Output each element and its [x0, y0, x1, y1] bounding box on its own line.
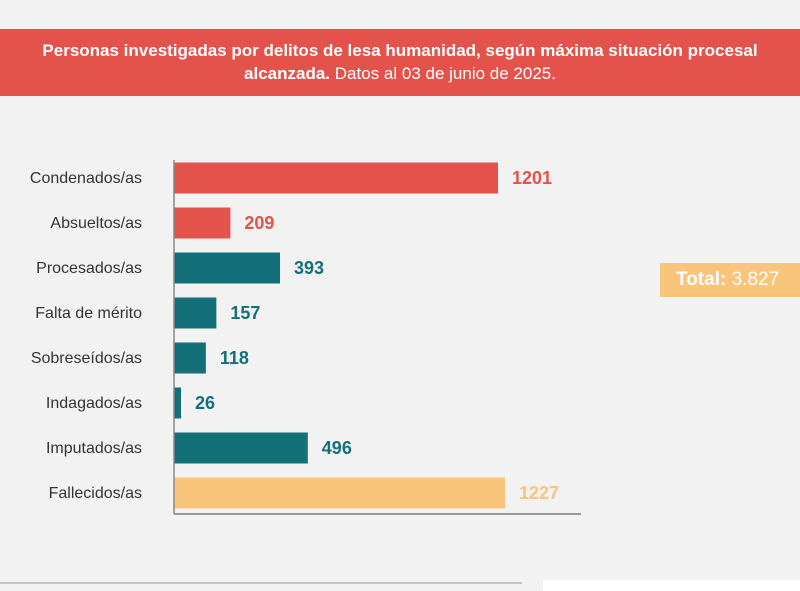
bar-4	[174, 342, 206, 374]
value-label: 1227	[519, 483, 559, 503]
bar-5	[174, 387, 182, 419]
category-label: Sobreseídos/as	[31, 350, 142, 367]
bar-6	[174, 432, 308, 464]
value-label: 26	[195, 393, 215, 413]
total-badge: Total: 3.827	[660, 263, 800, 297]
category-label: Procesados/as	[36, 260, 142, 277]
title-bold: Personas investigadas por delitos de les…	[42, 41, 758, 83]
category-label: Imputados/as	[46, 440, 142, 457]
total-value: 3.827	[731, 269, 780, 290]
bar-1	[174, 207, 231, 239]
value-label: 209	[244, 213, 274, 233]
value-label: 118	[220, 348, 249, 368]
value-label: 393	[294, 258, 324, 278]
bottom-panel	[543, 580, 800, 591]
value-label: 496	[322, 438, 352, 458]
category-label: Absueltos/as	[50, 215, 142, 232]
bar-2	[174, 252, 281, 284]
bar-7	[174, 477, 506, 509]
category-label: Indagados/as	[46, 395, 142, 412]
divider	[0, 582, 522, 584]
bar-0	[174, 162, 498, 194]
value-label: 157	[230, 303, 260, 323]
chart-title: Personas investigadas por delitos de les…	[0, 29, 800, 96]
title-date: Datos al 03 de junio de 2025.	[334, 64, 556, 83]
value-label: 1201	[512, 168, 552, 188]
bar-3	[174, 297, 217, 329]
category-label: Fallecidos/as	[49, 485, 142, 502]
category-label: Falta de mérito	[35, 305, 142, 322]
category-label: Condenados/as	[30, 170, 142, 187]
total-label: Total:	[676, 269, 727, 290]
